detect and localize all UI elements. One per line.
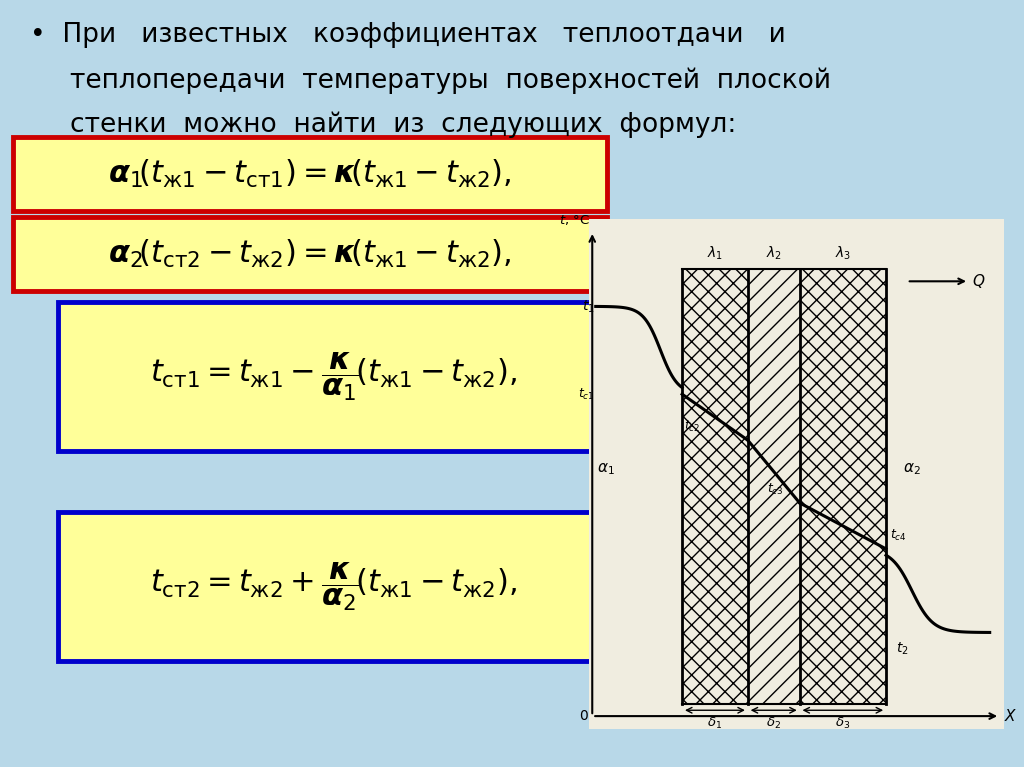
Bar [682, 268, 748, 703]
Text: $\alpha_2$: $\alpha_2$ [903, 462, 921, 477]
Text: $X$: $X$ [1004, 708, 1017, 724]
Text: •  При   известных   коэффициентах   теплоотдачи   и: • При известных коэффициентах теплоотдач… [30, 22, 785, 48]
Text: $\boldsymbol{\alpha}_2\!\left(t_{\rm \mathsf{ст2}}-t_{\rm \mathsf{ж2}}\right)=\b: $\boldsymbol{\alpha}_2\!\left(t_{\rm \ma… [109, 238, 512, 270]
Text: $t_{\rm \mathsf{ст2}}=t_{\rm \mathsf{ж2}}+\dfrac{\boldsymbol{\kappa}}{\boldsymbo: $t_{\rm \mathsf{ст2}}=t_{\rm \mathsf{ж2}… [150, 561, 516, 614]
Text: $\lambda_2$: $\lambda_2$ [766, 245, 781, 262]
Text: $t_{c3}$: $t_{c3}$ [767, 482, 783, 497]
Text: $\boldsymbol{\alpha}_1\!\left(t_{\rm \mathsf{ж1}}-t_{\rm \mathsf{ст1}}\right)=\b: $\boldsymbol{\alpha}_1\!\left(t_{\rm \ma… [109, 158, 512, 190]
Text: $Q$: $Q$ [973, 272, 986, 290]
Text: $t$, °C: $t$, °C [559, 213, 590, 227]
Text: стенки  можно  найти  из  следующих  формул:: стенки можно найти из следующих формул: [70, 112, 736, 139]
Bar [748, 268, 800, 703]
FancyBboxPatch shape [13, 217, 607, 291]
FancyBboxPatch shape [58, 302, 607, 451]
FancyBboxPatch shape [13, 137, 607, 211]
Text: $t_2$: $t_2$ [896, 641, 909, 657]
Text: $t_{c2}$: $t_{c2}$ [684, 420, 700, 434]
Text: теплопередачи  температуры  поверхностей  плоской: теплопередачи температуры поверхностей п… [70, 67, 831, 94]
Text: $t_{c1}$: $t_{c1}$ [578, 387, 594, 402]
Text: $t_1$: $t_1$ [582, 298, 594, 314]
Text: $t_{\rm \mathsf{ст1}}=t_{\rm \mathsf{ж1}}-\dfrac{\boldsymbol{\kappa}}{\boldsymbo: $t_{\rm \mathsf{ст1}}=t_{\rm \mathsf{ж1}… [150, 351, 516, 403]
FancyBboxPatch shape [58, 512, 607, 661]
Text: $\lambda_3$: $\lambda_3$ [835, 245, 851, 262]
Text: $t_{c4}$: $t_{c4}$ [890, 528, 907, 543]
Text: $\lambda_1$: $\lambda_1$ [707, 245, 723, 262]
Bar [800, 268, 886, 703]
Text: $\delta_1$: $\delta_1$ [708, 716, 723, 731]
Text: $\alpha_1$: $\alpha_1$ [597, 462, 614, 477]
Text: $0$: $0$ [579, 709, 589, 723]
Text: $\delta_2$: $\delta_2$ [766, 716, 781, 731]
Text: $\delta_3$: $\delta_3$ [836, 716, 850, 731]
